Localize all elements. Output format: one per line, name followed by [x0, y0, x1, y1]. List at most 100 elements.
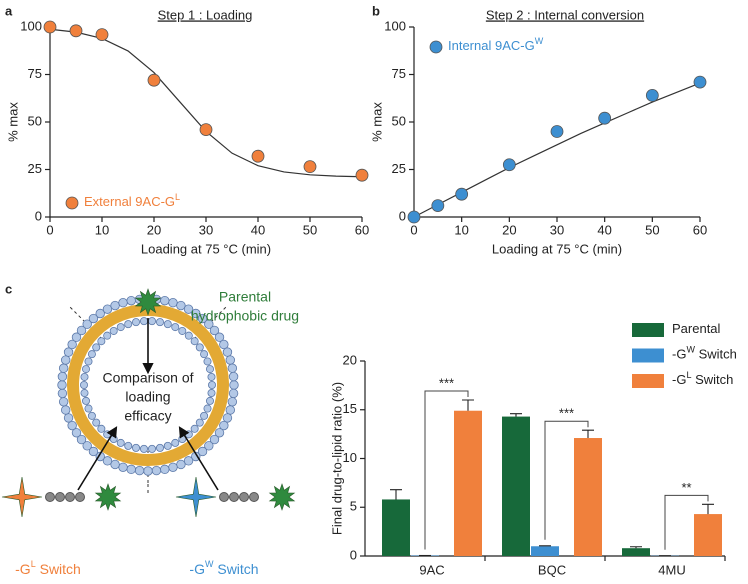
lipid-head	[61, 355, 71, 365]
lipid-head	[110, 300, 120, 311]
legend-label: -GW Switch	[672, 345, 737, 362]
lipid-head	[102, 304, 113, 314]
x-tick-label: 30	[550, 222, 564, 237]
lipid-head	[118, 462, 128, 472]
lipid-head	[183, 456, 194, 466]
error-bar	[510, 413, 522, 417]
legend-swatch	[632, 323, 664, 337]
y-tick-label: 50	[28, 113, 42, 128]
data-point	[95, 28, 109, 41]
drug-icon	[134, 288, 162, 316]
switch-label-sup: L	[31, 559, 36, 569]
bar	[382, 499, 410, 556]
x-tick-label: 50	[645, 222, 659, 237]
lipid-head	[80, 380, 89, 389]
drug-icon	[94, 483, 122, 511]
lipid-head	[183, 304, 194, 314]
lipid-head	[195, 418, 204, 427]
center-label: efficacy	[124, 408, 171, 424]
linker-bead	[65, 492, 75, 502]
legend-label: Internal 9AC-GW	[448, 36, 544, 53]
lipid-head	[84, 404, 93, 413]
linker-bead	[55, 492, 65, 502]
x-tick-label: 50	[303, 222, 317, 237]
legend-label-end: Switch	[695, 347, 737, 362]
lipid-head	[163, 320, 172, 329]
lipid-head	[184, 331, 193, 340]
lipid-head	[67, 420, 77, 431]
lipid-head	[204, 319, 214, 329]
lipid-head	[155, 318, 164, 327]
lipid-head	[71, 332, 82, 342]
x-tick-label: 60	[355, 222, 369, 237]
lipid-head	[76, 325, 87, 336]
chart-title: Step 1 : Loading	[158, 7, 253, 22]
lipid-head	[57, 388, 68, 399]
data-point	[251, 149, 265, 163]
lipid-head	[92, 343, 101, 352]
lipid-head	[87, 350, 96, 359]
center-label: Comparison of	[102, 370, 193, 386]
switch-icon	[175, 476, 217, 518]
lipid-head	[126, 295, 136, 306]
significance-bracket	[424, 390, 469, 550]
error-bar	[582, 429, 594, 439]
lipid-head	[76, 434, 87, 445]
lipid-head	[84, 357, 93, 366]
lipid-head	[160, 295, 170, 306]
lipid-head	[151, 465, 162, 476]
lipid-head	[214, 332, 225, 342]
lipid-head	[200, 350, 209, 359]
lipid-head	[132, 443, 141, 452]
legend-label: -GL Switch	[672, 370, 733, 387]
bar	[531, 546, 559, 556]
y-tick-label: 5	[350, 499, 357, 514]
bar	[574, 438, 602, 556]
switch-label-main: -G	[15, 561, 31, 577]
lipid-head	[219, 339, 229, 350]
lipid-head	[209, 325, 220, 336]
lipid-head	[160, 464, 170, 475]
linker-bead	[239, 492, 249, 502]
legend-label-sup: W	[686, 345, 695, 355]
lipid-head	[176, 459, 186, 470]
x-tick-label: 0	[410, 222, 417, 237]
data-point	[693, 75, 707, 89]
y-tick-label: 0	[350, 547, 357, 562]
y-tick-label: 10	[343, 450, 357, 465]
legend-label-main: Internal 9AC-G	[448, 38, 535, 53]
lipid-head	[168, 462, 178, 472]
switch-label: -GW Switch	[189, 559, 258, 576]
y-tick-label: 0	[35, 208, 42, 223]
lipid-head	[82, 441, 92, 451]
lipid-head	[139, 317, 148, 326]
y-tick-label: 75	[392, 66, 406, 81]
x-tick-label: 40	[597, 222, 611, 237]
lipid-head	[124, 320, 133, 329]
lipid-head	[97, 424, 106, 433]
data-point	[407, 210, 421, 224]
center-label: loading	[125, 389, 170, 405]
data-point	[598, 111, 612, 125]
y-tick-label: 100	[384, 18, 406, 33]
lipid-head	[219, 420, 229, 431]
x-tick-label: BQC	[538, 562, 566, 577]
error-bar	[462, 399, 474, 411]
x-axis-label: Loading at 75 °C (min)	[141, 241, 271, 256]
lipid-head	[61, 405, 71, 415]
x-tick-label: 20	[502, 222, 516, 237]
data-point	[147, 73, 161, 87]
legend-label-sup: W	[535, 36, 544, 46]
lipid-head	[148, 444, 157, 453]
data-point	[502, 158, 516, 172]
legend-label-sup: L	[175, 192, 180, 202]
data-point	[455, 187, 469, 201]
significance-label: ***	[439, 375, 454, 390]
legend-label-sup: L	[686, 370, 691, 380]
lipid-head	[171, 438, 180, 447]
data-point	[431, 199, 445, 213]
switch-icon	[1, 476, 43, 518]
lipid-head	[190, 337, 199, 346]
bar	[622, 548, 650, 556]
y-tick-label: 50	[392, 113, 406, 128]
